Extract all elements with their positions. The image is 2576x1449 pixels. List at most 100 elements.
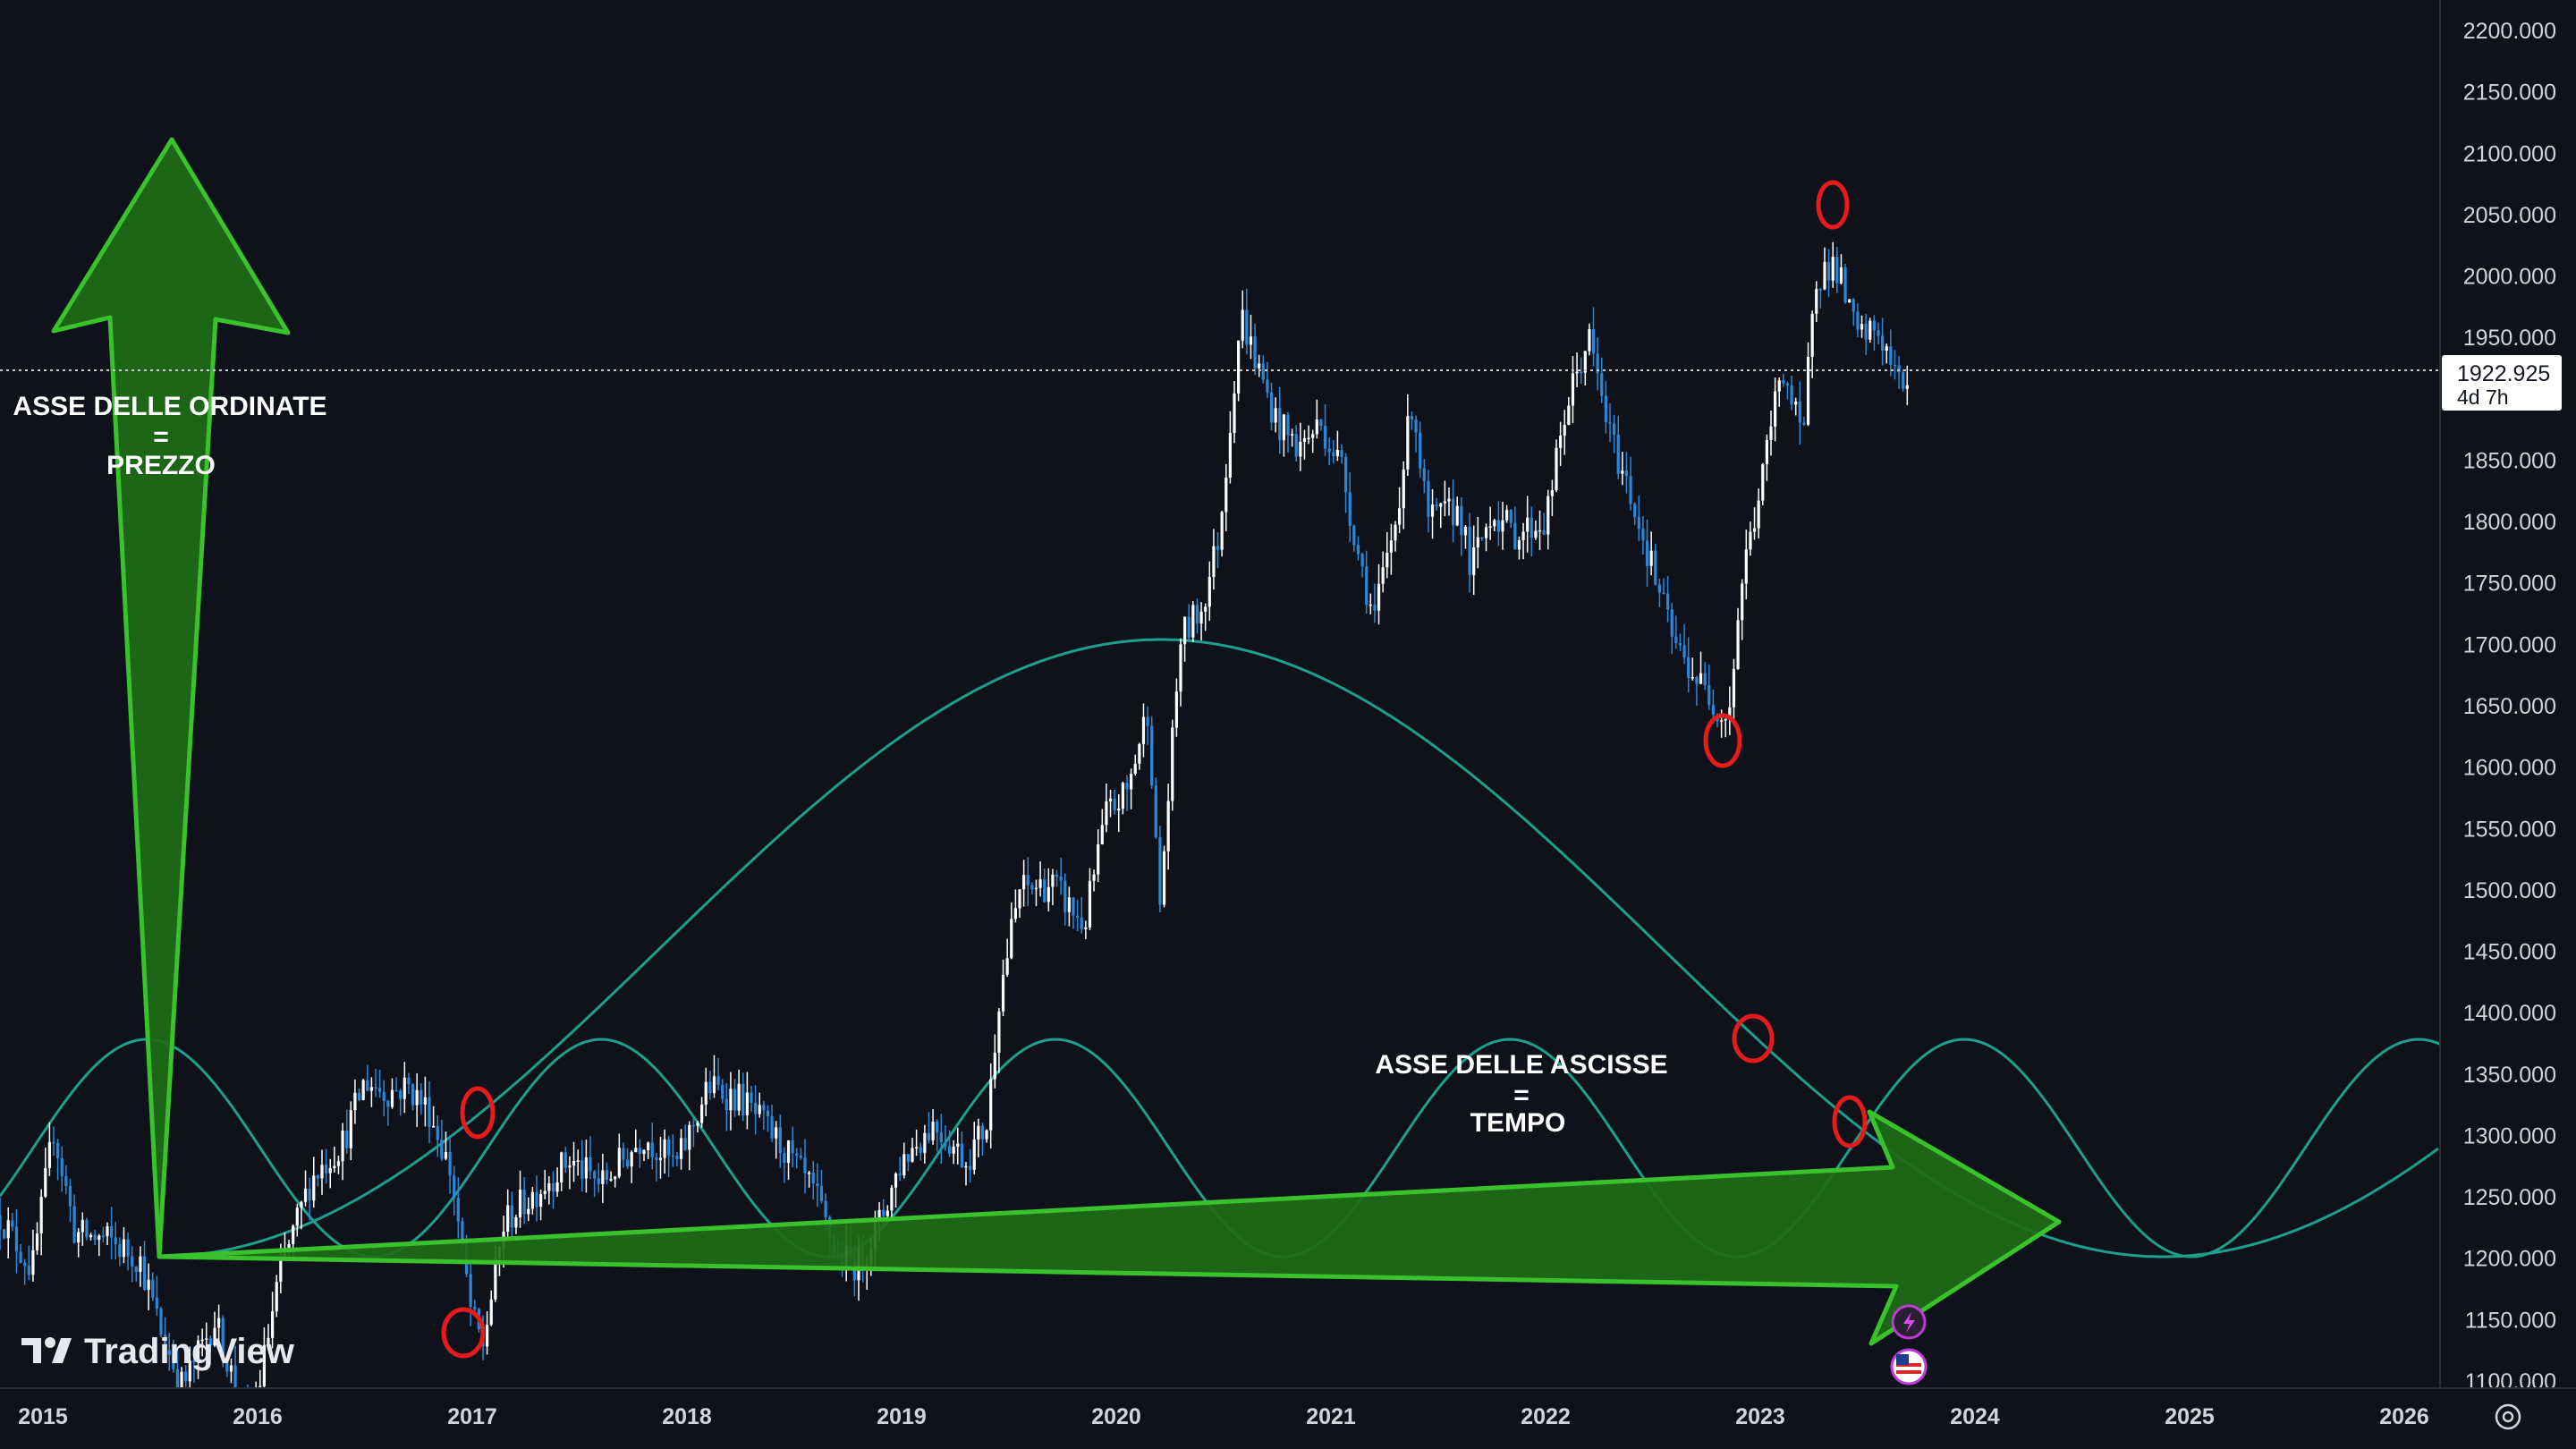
candle-body: [1608, 421, 1612, 424]
candle-body: [890, 1187, 894, 1211]
candle-body: [985, 1130, 988, 1140]
candle-body: [1332, 452, 1335, 457]
candle-body: [1509, 510, 1513, 523]
candle-body: [382, 1091, 386, 1101]
price-tick-label: 1800.000: [2463, 510, 2556, 535]
circle-marker: [1732, 1013, 1775, 1063]
time-scale-ticks: 2015 2016 2017 2018 2019 2020 2021 2022 2023 2024…: [18, 1404, 2429, 1429]
annotation-line: =: [153, 422, 169, 452]
candle-body: [1154, 785, 1157, 838]
candle-body: [1307, 437, 1310, 440]
candle-body: [898, 1174, 902, 1176]
candle-body: [1480, 537, 1484, 539]
candle-body: [795, 1153, 799, 1156]
candle-body: [1108, 798, 1113, 801]
candle-body: [1352, 525, 1356, 546]
candle-body: [1406, 416, 1410, 470]
candle-body: [555, 1182, 559, 1192]
candle-body: [977, 1125, 980, 1140]
candle-body: [444, 1152, 448, 1159]
candle-body: [1146, 716, 1149, 726]
candle-body: [1493, 520, 1496, 527]
candle-body: [1174, 691, 1178, 728]
candle-body: [196, 1340, 200, 1362]
settings-icon[interactable]: [2495, 1403, 2521, 1430]
price-tick-label: 1850.000: [2463, 448, 2556, 473]
candle-body: [1827, 261, 1831, 281]
price-tick-label: 1600.000: [2463, 756, 2556, 781]
candle-body: [1311, 434, 1315, 438]
us-flag-event-icon[interactable]: [1890, 1348, 1928, 1385]
candle-body: [1422, 468, 1426, 481]
candle-body: [1472, 547, 1476, 576]
candle-body: [1649, 550, 1653, 566]
candle-body: [758, 1105, 761, 1114]
price-tick-label: 1500.000: [2463, 878, 2556, 903]
candle-body: [357, 1092, 361, 1101]
candle-body: [762, 1105, 766, 1111]
candle-body: [68, 1185, 72, 1207]
candle-body: [394, 1089, 398, 1092]
candle-body: [1488, 526, 1492, 528]
candle-body: [972, 1139, 976, 1170]
candle-body: [716, 1076, 720, 1085]
candle-body: [1484, 527, 1488, 538]
candle-body: [1340, 450, 1343, 457]
candle-body: [589, 1157, 592, 1172]
price-scale-ticks: 2200.000 2150.000 2100.000 2050.000 2000.000…: [2463, 19, 2556, 1394]
candle-body: [175, 1368, 180, 1391]
candle-body: [993, 1052, 996, 1080]
lightning-event-icon[interactable]: [1891, 1304, 1927, 1340]
candle-body: [1356, 545, 1360, 555]
time-scale[interactable]: [0, 1388, 2576, 1449]
candle-body: [47, 1141, 51, 1169]
candle-body: [217, 1318, 221, 1328]
candle-body: [1777, 380, 1781, 392]
candle-body: [31, 1250, 35, 1275]
candle-body: [1666, 593, 1670, 610]
candle-body: [1752, 528, 1757, 532]
candle-body: [1005, 958, 1009, 975]
candle-body: [539, 1193, 543, 1208]
last-price-box: [2442, 355, 2562, 411]
candle-body: [770, 1116, 774, 1139]
candle-body: [1682, 645, 1686, 658]
price-scale[interactable]: [2440, 0, 2576, 1388]
candle-body: [1741, 583, 1744, 621]
candle-body: [453, 1175, 456, 1199]
candle-body: [1141, 716, 1146, 744]
candle-body: [164, 1335, 167, 1351]
annotation-line: PREZZO: [106, 451, 216, 480]
candle-body: [448, 1152, 452, 1176]
candle-body: [188, 1360, 191, 1382]
candle-body: [23, 1262, 27, 1267]
candle-body: [1274, 408, 1277, 423]
candle-body: [1368, 604, 1372, 606]
candle-body: [1327, 448, 1331, 453]
candle-body: [106, 1226, 109, 1237]
candle-body: [667, 1139, 671, 1156]
candle-body: [1583, 351, 1587, 373]
candle-body: [597, 1178, 600, 1184]
candle-body: [118, 1243, 122, 1258]
candle-body: [1496, 520, 1500, 532]
candle-body: [1171, 727, 1174, 801]
candle-body: [1291, 434, 1294, 436]
candle-body: [134, 1266, 138, 1273]
annotation-line: TEMPO: [1470, 1108, 1566, 1138]
candle-body: [1629, 476, 1632, 504]
candle-body: [1885, 346, 1888, 352]
candle-body: [1166, 801, 1170, 852]
candle-body: [704, 1081, 708, 1105]
candle-body: [56, 1142, 60, 1158]
candle-body: [0, 1215, 2, 1230]
candle-body: [1463, 526, 1468, 536]
candle-body: [1133, 763, 1137, 775]
candle-body: [192, 1360, 196, 1362]
candle-body: [944, 1141, 947, 1147]
candle-body: [1600, 373, 1604, 396]
candle-body: [724, 1098, 728, 1111]
candle-body: [44, 1168, 47, 1197]
candle-body: [1191, 605, 1195, 638]
